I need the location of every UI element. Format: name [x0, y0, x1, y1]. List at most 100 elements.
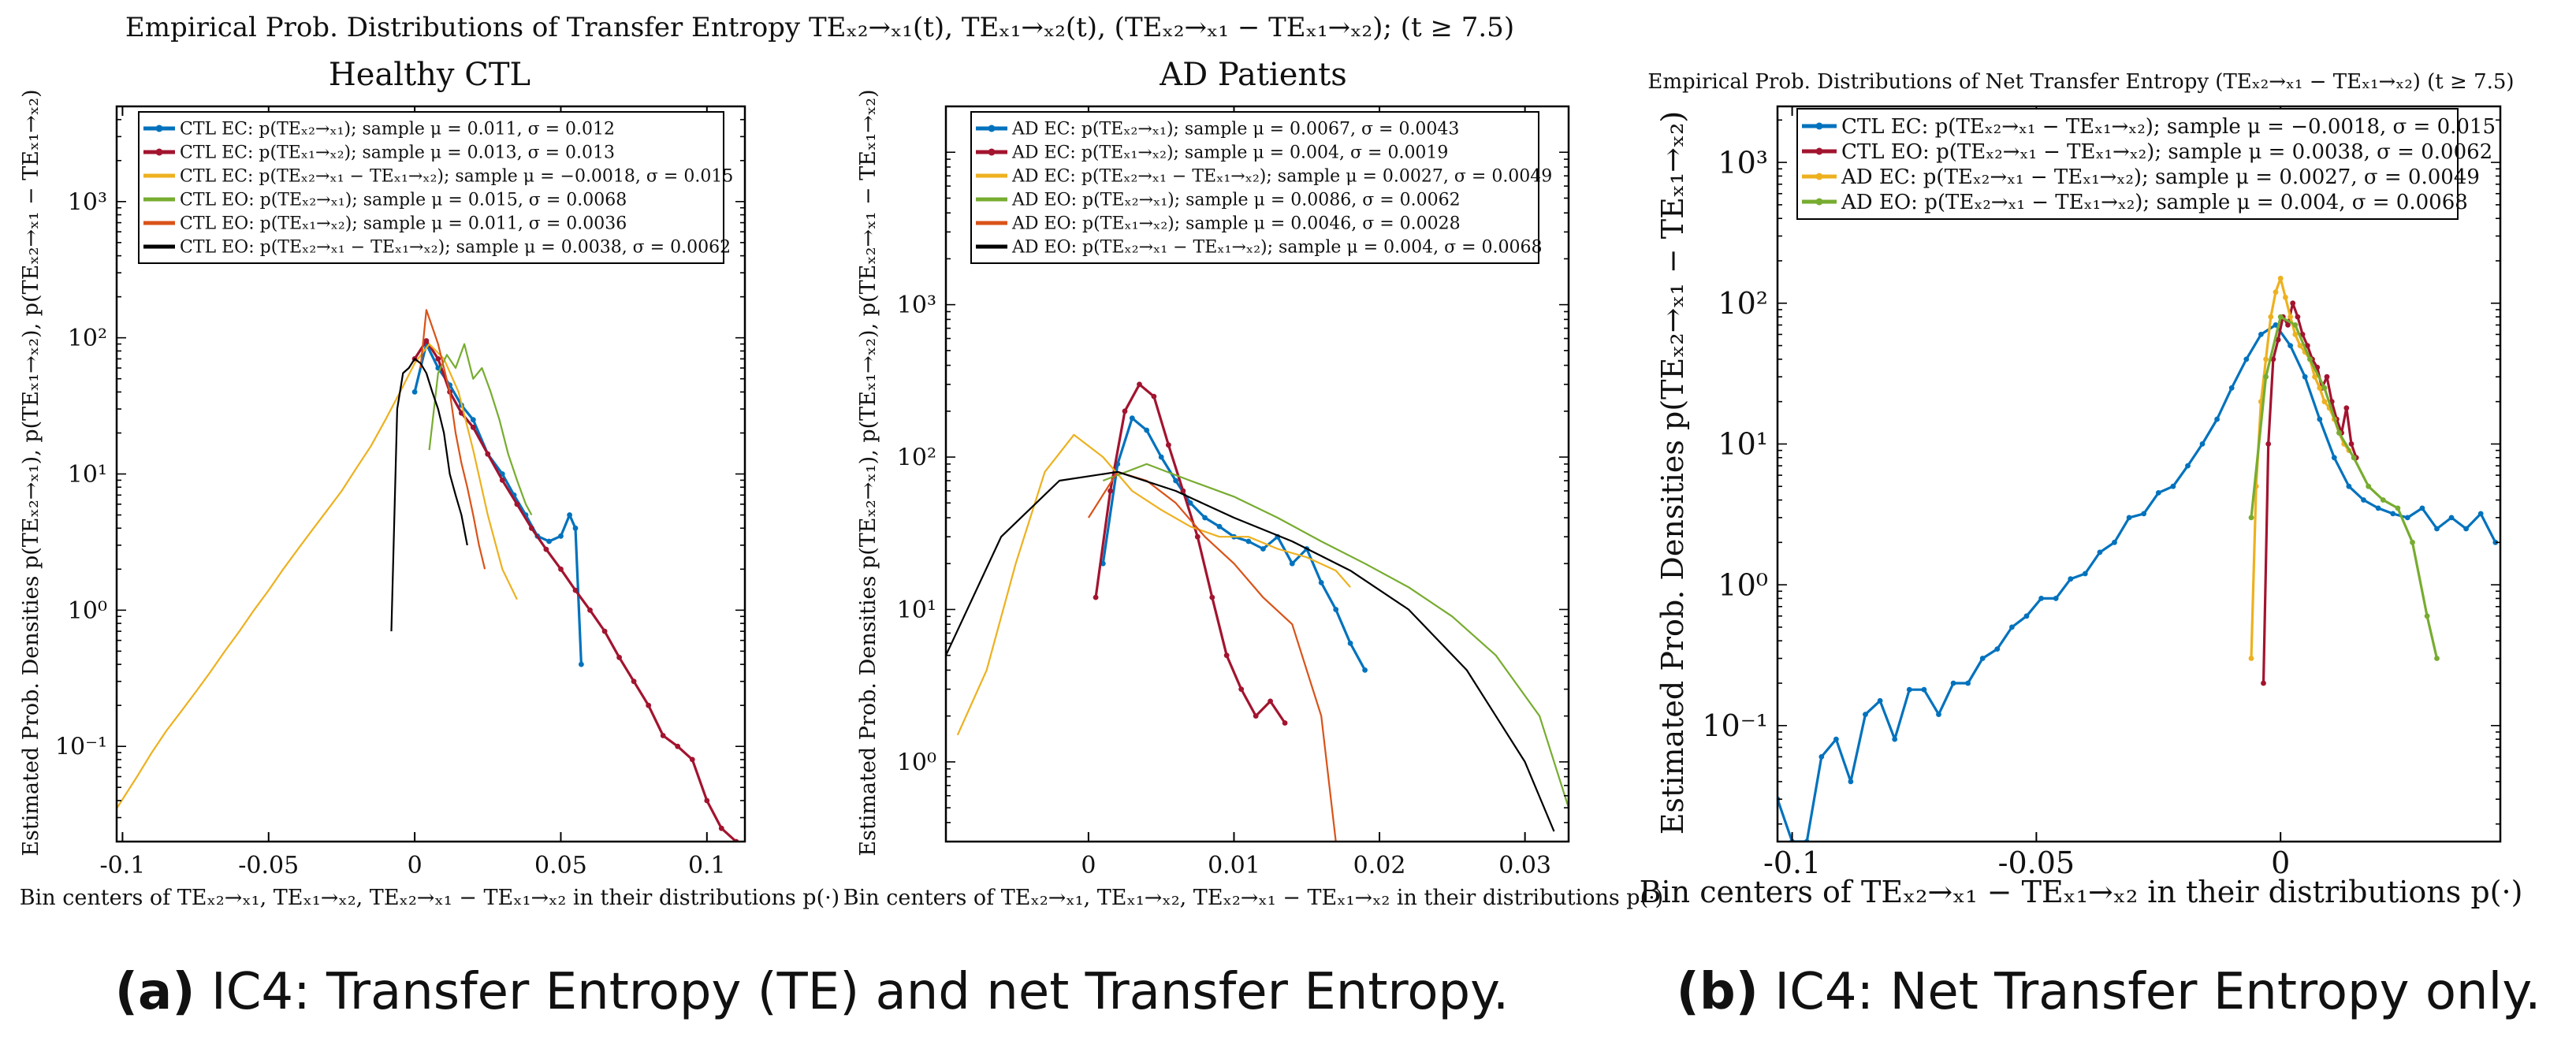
- legend-label: AD EC: p(TEₓ₂→ₓ₁ − TEₓ₁→ₓ₂); sample μ = …: [1841, 165, 2480, 189]
- data-point: [1180, 488, 1186, 494]
- x-tick-label: 0.05: [534, 852, 587, 879]
- series-line-2: [117, 343, 518, 809]
- data-point: [2265, 441, 2272, 447]
- y-tick-label: 10¹: [1718, 427, 1768, 462]
- series-line-5: [946, 470, 1555, 832]
- data-point: [1994, 646, 2001, 652]
- data-point: [2277, 275, 2284, 281]
- data-point: [2053, 596, 2059, 601]
- data-point: [1877, 697, 1883, 704]
- data-point: [587, 607, 593, 613]
- data-point: [2366, 483, 2372, 489]
- data-point: [2419, 505, 2425, 511]
- legend-marker: [988, 148, 996, 156]
- x-axis-label: Bin centers of TEₓ₂→ₓ₁ − TEₓ₁→ₓ₂ in thei…: [1640, 875, 2523, 909]
- data-point: [529, 525, 534, 531]
- caption-b-text: IC4: Net Transfer Entropy only.: [1759, 963, 2541, 1021]
- data-point: [2424, 613, 2430, 619]
- data-point: [675, 743, 681, 749]
- data-point: [1833, 736, 1839, 742]
- data-point: [2336, 429, 2342, 436]
- data-point: [2395, 505, 2401, 511]
- data-point: [2292, 322, 2299, 328]
- data-point: [2351, 455, 2357, 461]
- data-point: [2295, 314, 2301, 320]
- data-point: [470, 417, 476, 423]
- y-tick-label: 10¹: [68, 461, 107, 489]
- x-tick-label: 0.03: [1498, 852, 1551, 879]
- legend-label: CTL EC: p(TEₓ₁→ₓ₂); sample μ = 0.013, σ …: [180, 143, 615, 163]
- data-point: [2263, 356, 2269, 362]
- data-point: [2258, 332, 2264, 337]
- data-point: [2068, 576, 2074, 582]
- data-point: [2324, 374, 2330, 380]
- data-point: [2304, 343, 2310, 348]
- x-tick-label: -0.1: [1763, 846, 1821, 880]
- data-point: [1318, 580, 1324, 585]
- y-tick-label: 10⁰: [897, 749, 936, 776]
- data-point: [2477, 511, 2484, 517]
- data-point: [1093, 594, 1099, 600]
- data-point: [2023, 613, 2030, 619]
- y-axis-label: Estimated Prob. Densities p(TEₓ₂→ₓ₁), p(…: [856, 89, 880, 856]
- data-point: [2141, 511, 2147, 517]
- legend-label: CTL EO: p(TEₓ₁→ₓ₂); sample μ = 0.011, σ …: [180, 214, 627, 234]
- series-line-1: [413, 339, 737, 842]
- data-point: [2275, 336, 2281, 343]
- data-point: [1129, 415, 1135, 422]
- data-point: [2290, 300, 2296, 307]
- data-point: [2214, 416, 2220, 422]
- data-point: [1282, 720, 1288, 726]
- data-point: [2288, 314, 2294, 320]
- legend: CTL EC: p(TEₓ₂→ₓ₁); sample μ = 0.011, σ …: [138, 111, 733, 264]
- x-tick-label: 0: [2271, 846, 2290, 880]
- data-point: [2343, 405, 2350, 411]
- data-point: [1122, 408, 1128, 414]
- legend-marker: [1815, 147, 1823, 155]
- legend-label: AD EC: p(TEₓ₂→ₓ₁); sample μ = 0.0067, σ …: [1011, 120, 1459, 139]
- series-line-3: [428, 343, 533, 516]
- data-point: [2331, 455, 2337, 461]
- legend-box: [970, 111, 1539, 264]
- x-tick-label: 0: [408, 852, 423, 879]
- caption-b-label: (b): [1677, 963, 1759, 1021]
- data-point: [470, 424, 476, 430]
- data-point: [1166, 442, 1171, 448]
- data-point: [2317, 416, 2323, 422]
- data-point: [2097, 549, 2103, 556]
- data-point: [2492, 539, 2499, 545]
- legend-marker: [155, 125, 163, 132]
- series-line-0: [413, 343, 583, 665]
- data-point: [2009, 624, 2015, 630]
- caption-a-text: IC4: Transfer Entropy (TE) and net Trans…: [195, 963, 1509, 1021]
- series-line-2: [956, 433, 1351, 736]
- data-point: [2348, 441, 2355, 447]
- y-tick-label: 10⁰: [1718, 567, 1768, 602]
- data-point: [2248, 515, 2254, 521]
- legend-label: AD EC: p(TEₓ₂→ₓ₁ − TEₓ₁→ₓ₂); sample μ = …: [1011, 167, 1552, 187]
- data-point: [1260, 546, 1266, 552]
- data-point: [499, 478, 505, 483]
- y-tick-label: 10²: [1718, 286, 1768, 321]
- data-point: [558, 533, 564, 539]
- data-point: [2380, 497, 2386, 503]
- y-axis-label: Estimated Prob. Densities p(TEₓ₂→ₓ₁ − TE…: [1655, 111, 1690, 834]
- chart-ad: AD Patients Estimated Prob. Densities p(…: [843, 57, 1663, 910]
- data-point: [1158, 454, 1164, 460]
- data-point: [2243, 356, 2250, 362]
- data-point: [2082, 571, 2088, 577]
- data-point: [1137, 381, 1142, 388]
- y-axis-label: Estimated Prob. Densities p(TEₓ₂→ₓ₁), p(…: [19, 89, 43, 856]
- data-point: [2317, 385, 2323, 391]
- series-line-4: [419, 309, 486, 570]
- series-line-0: [1778, 323, 2497, 842]
- legend-marker: [155, 148, 163, 156]
- legend-marker: [1815, 122, 1823, 130]
- data-point: [646, 702, 652, 708]
- data-point: [718, 825, 724, 831]
- data-point: [2228, 385, 2235, 391]
- legend-label: CTL EC: p(TEₓ₂→ₓ₁ − TEₓ₁→ₓ₂); sample μ =…: [180, 167, 733, 187]
- legend: CTL EC: p(TEₓ₂→ₓ₁ − TEₓ₁→ₓ₂); sample μ =…: [1796, 108, 2496, 220]
- series-line-3: [2250, 315, 2439, 659]
